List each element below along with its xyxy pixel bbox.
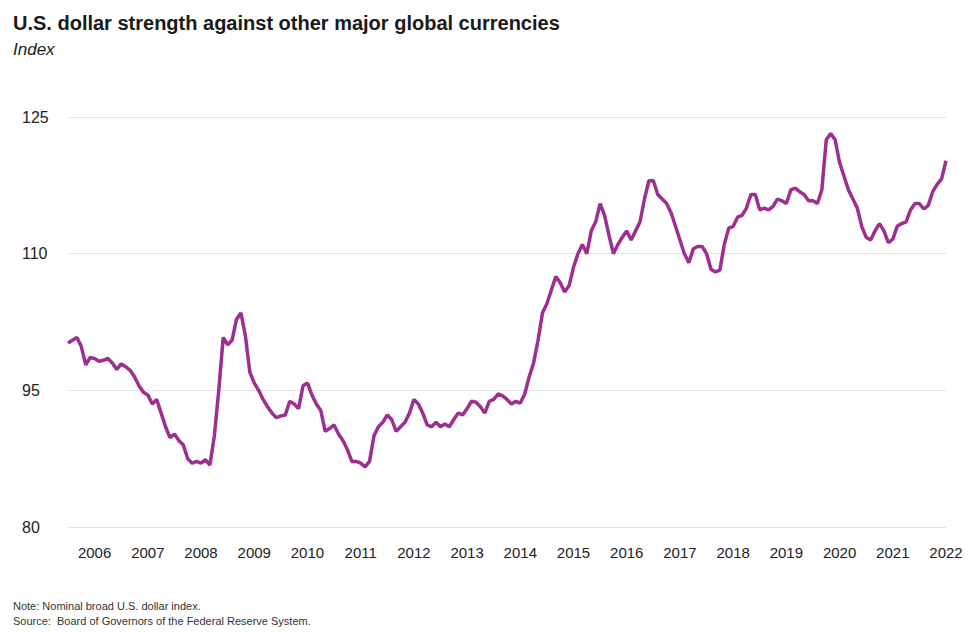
svg-text:2007: 2007 bbox=[131, 544, 164, 561]
svg-text:2020: 2020 bbox=[823, 544, 856, 561]
svg-text:95: 95 bbox=[22, 382, 40, 399]
svg-text:2021: 2021 bbox=[876, 544, 909, 561]
svg-text:U.S. dollar strength against o: U.S. dollar strength against other major… bbox=[13, 12, 560, 34]
svg-text:2017: 2017 bbox=[663, 544, 696, 561]
svg-text:110: 110 bbox=[22, 245, 48, 262]
svg-text:Index: Index bbox=[13, 40, 55, 59]
svg-text:2016: 2016 bbox=[610, 544, 643, 561]
svg-text:2010: 2010 bbox=[291, 544, 324, 561]
svg-text:80: 80 bbox=[22, 519, 40, 536]
svg-text:Note: Nominal broad U.S. dolla: Note: Nominal broad U.S. dollar index. bbox=[13, 600, 201, 612]
svg-text:2012: 2012 bbox=[397, 544, 430, 561]
svg-text:2006: 2006 bbox=[78, 544, 111, 561]
svg-text:2018: 2018 bbox=[716, 544, 749, 561]
svg-text:2022: 2022 bbox=[929, 544, 962, 561]
svg-text:2015: 2015 bbox=[557, 544, 590, 561]
svg-text:2013: 2013 bbox=[450, 544, 483, 561]
svg-text:2008: 2008 bbox=[184, 544, 217, 561]
svg-text:125: 125 bbox=[22, 109, 49, 126]
svg-text:2009: 2009 bbox=[238, 544, 271, 561]
svg-text:2011: 2011 bbox=[345, 544, 377, 561]
svg-text:Source: Board of Governors of: Source: Board of Governors of the Federa… bbox=[13, 615, 311, 627]
svg-text:2019: 2019 bbox=[770, 544, 803, 561]
svg-text:2014: 2014 bbox=[504, 544, 537, 561]
